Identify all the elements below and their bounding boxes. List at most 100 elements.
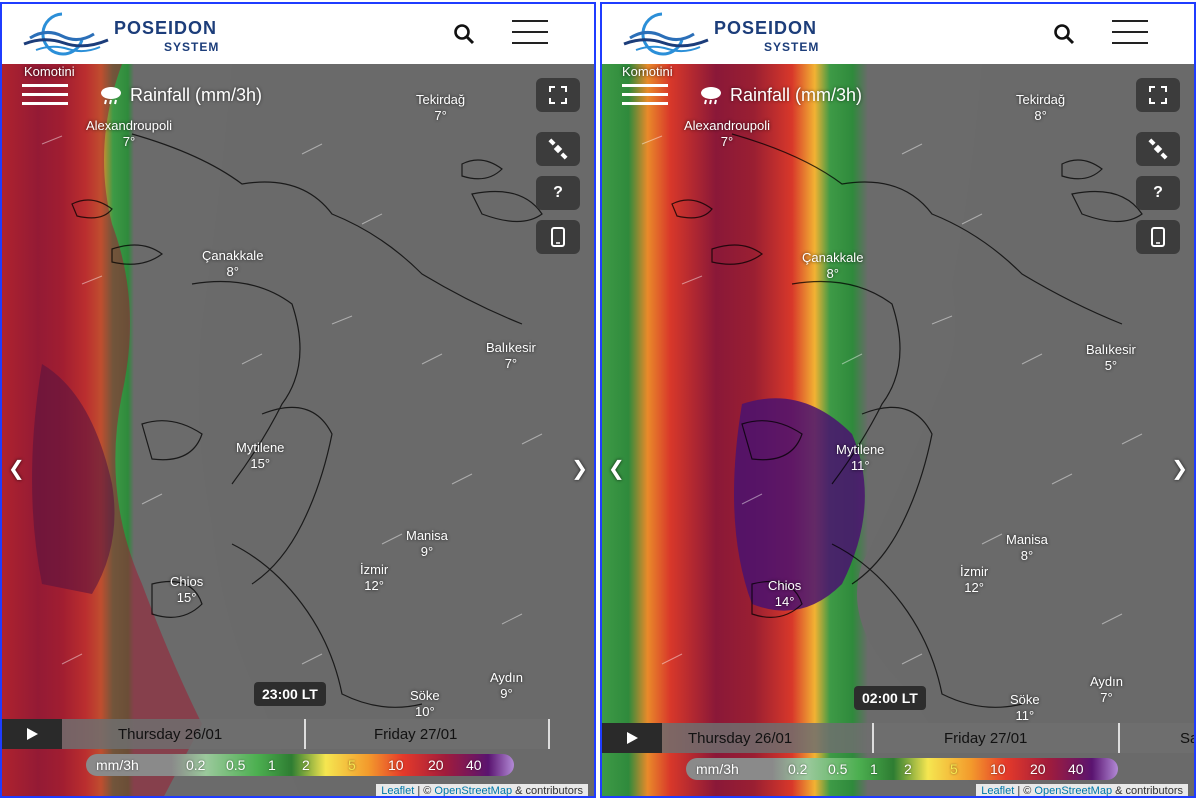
city-label: Tekirdağ 8° (1016, 92, 1066, 123)
city-label: Çanakkale 8° (802, 250, 864, 281)
city-label: Mytilene 15° (236, 440, 285, 471)
map-attribution: Leaflet | © OpenStreetMap & contributors (376, 784, 588, 797)
city-label: İzmir 12° (360, 562, 389, 593)
rainfall-map[interactable]: Rainfall (mm/3h) ? Komotini Alexandroupo… (602, 64, 1194, 797)
layer-title-text: Rainfall (mm/3h) (130, 84, 263, 105)
timeline-day[interactable]: Thursday 26/01 (62, 719, 306, 749)
legend-value: 2 (302, 757, 310, 773)
search-icon (454, 24, 475, 45)
legend-value: 2 (904, 761, 912, 777)
wave-logo-icon (623, 12, 709, 56)
satellite-button[interactable] (1136, 132, 1180, 166)
brand-sub: SYSTEM (164, 40, 220, 54)
city-label: Çanakkale 8° (202, 248, 264, 279)
legend-value: 20 (428, 757, 444, 773)
legend-unit: mm/3h (96, 757, 139, 773)
search-button[interactable] (452, 22, 476, 46)
osm-link[interactable]: OpenStreetMap (1034, 785, 1113, 797)
rainfall-overlay (2, 64, 594, 796)
brand-sub: SYSTEM (764, 40, 820, 54)
leaflet-link[interactable]: Leaflet (381, 785, 415, 797)
app-header: POSEIDON SYSTEM (602, 4, 1194, 64)
poseidon-logo[interactable]: POSEIDON SYSTEM (622, 10, 852, 60)
city-label: Alexandroupoli 7° (86, 118, 173, 149)
map-attribution: Leaflet | © OpenStreetMap & contributors (976, 784, 1188, 797)
rainfall-legend: mm/3h 0.2 0.5 1 2 5 10 20 40 (86, 754, 514, 776)
legend-value: 5 (348, 757, 356, 773)
help-button[interactable]: ? (1136, 176, 1180, 210)
city-label: Söke 10° (410, 688, 440, 719)
next-arrow-button[interactable]: ❯ (571, 458, 588, 480)
legend-value: 0.5 (828, 761, 848, 777)
time-badge: 02:00 LT (854, 686, 926, 710)
app-header: POSEIDON SYSTEM (2, 4, 594, 64)
legend-value: 40 (466, 757, 482, 773)
rainfall-map[interactable]: Rainfall (mm/3h) ? Komotini Alexandroupo… (2, 64, 594, 797)
city-label: Aydın 7° (1090, 674, 1124, 705)
leaflet-link[interactable]: Leaflet (981, 785, 1015, 797)
city-label: Söke 11° (1010, 692, 1040, 723)
timeline-day[interactable]: Sa (1120, 723, 1194, 753)
fullscreen-button[interactable] (1136, 78, 1180, 112)
legend-value: 20 (1030, 761, 1046, 777)
satellite-icon (548, 138, 568, 160)
legend-value: 0.2 (788, 761, 808, 777)
city-label: Manisa 8° (1006, 532, 1048, 563)
legend-value: 10 (990, 761, 1006, 777)
prev-arrow-button[interactable]: ❮ (608, 458, 625, 480)
play-icon (627, 732, 638, 744)
city-label: Balıkesir 7° (486, 340, 536, 371)
city-label: Chios 15° (170, 574, 204, 605)
rainfall-overlay (602, 64, 1194, 796)
layer-title: Rainfall (mm/3h) (698, 84, 862, 106)
osm-link[interactable]: OpenStreetMap (434, 785, 513, 797)
city-label: Chios 14° (768, 578, 802, 609)
brand-name: POSEIDON (714, 18, 818, 38)
help-button[interactable]: ? (536, 176, 580, 210)
city-label: Balıkesir 5° (1086, 342, 1136, 373)
timeline-day[interactable]: Friday 27/01 (306, 719, 550, 749)
next-arrow-button[interactable]: ❯ (1171, 458, 1188, 480)
city-label: İzmir 12° (960, 564, 989, 595)
city-label: Mytilene 11° (836, 442, 885, 473)
legend-value: 5 (950, 761, 958, 777)
city-label: Manisa 9° (406, 528, 448, 559)
mobile-view-button[interactable] (536, 220, 580, 254)
mobile-view-button[interactable] (1136, 220, 1180, 254)
layer-menu-button[interactable] (22, 84, 68, 108)
time-badge: 23:00 LT (254, 682, 326, 706)
prev-arrow-button[interactable]: ❮ (8, 458, 25, 480)
timeline-day[interactable]: Thursday 26/01 (662, 723, 874, 753)
legend-value: 1 (870, 761, 878, 777)
satellite-button[interactable] (536, 132, 580, 166)
city-label: Komotini (24, 64, 75, 79)
fullscreen-icon (1149, 86, 1167, 104)
satellite-icon (1148, 138, 1168, 160)
poseidon-logo[interactable]: POSEIDON SYSTEM (22, 10, 252, 60)
fullscreen-icon (549, 86, 567, 104)
fullscreen-button[interactable] (536, 78, 580, 112)
legend-unit: mm/3h (696, 761, 739, 777)
layer-title-text: Rainfall (mm/3h) (730, 84, 863, 105)
hamburger-menu-button[interactable] (1112, 20, 1148, 46)
timeline-day[interactable]: Friday 27/01 (874, 723, 1120, 753)
brand-name: POSEIDON (114, 18, 218, 38)
search-icon (1054, 24, 1075, 45)
legend-value: 40 (1068, 761, 1084, 777)
play-button[interactable] (2, 719, 62, 749)
layer-menu-button[interactable] (622, 84, 668, 108)
wave-logo-icon (23, 12, 109, 56)
phone-icon (1151, 227, 1165, 247)
city-label: Alexandroupoli 7° (684, 118, 771, 149)
rain-cloud-icon (101, 87, 121, 105)
hamburger-menu-button[interactable] (512, 20, 548, 46)
timeline-bar[interactable]: Thursday 26/01 Friday 27/01 Sa (602, 723, 1194, 753)
play-button[interactable] (602, 723, 662, 753)
search-button[interactable] (1052, 22, 1076, 46)
map-panel-left: POSEIDON SYSTEM (0, 2, 596, 798)
map-panel-right: POSEIDON SYSTEM (600, 2, 1196, 798)
timeline-bar[interactable]: Thursday 26/01 Friday 27/01 (2, 719, 594, 749)
phone-icon (551, 227, 565, 247)
legend-value: 1 (268, 757, 276, 773)
city-label: Aydın 9° (490, 670, 524, 701)
